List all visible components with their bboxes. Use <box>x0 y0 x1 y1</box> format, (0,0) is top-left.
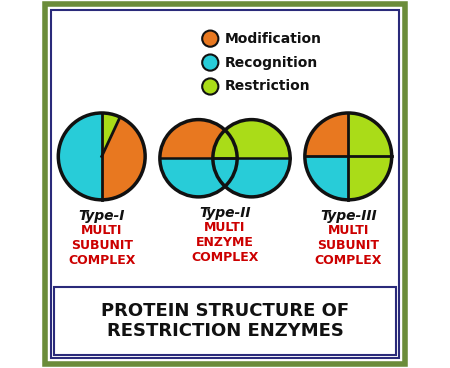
Wedge shape <box>305 156 348 200</box>
Text: Recognition: Recognition <box>225 56 318 70</box>
Text: Type-III: Type-III <box>320 209 377 223</box>
Text: Restriction: Restriction <box>225 79 310 93</box>
Bar <box>54 287 396 355</box>
Circle shape <box>202 78 218 95</box>
Wedge shape <box>213 120 290 158</box>
Text: Type-I: Type-I <box>79 209 125 223</box>
Wedge shape <box>102 117 145 200</box>
Circle shape <box>202 54 218 71</box>
Circle shape <box>202 31 218 47</box>
Text: PROTEIN STRUCTURE OF
RESTRICTION ENZYMES: PROTEIN STRUCTURE OF RESTRICTION ENZYMES <box>101 302 349 340</box>
Text: MULTI
ENZYME
COMPLEX: MULTI ENZYME COMPLEX <box>191 221 259 264</box>
Wedge shape <box>213 158 290 197</box>
Wedge shape <box>348 156 392 200</box>
Text: Modification: Modification <box>225 32 322 46</box>
Text: Type-II: Type-II <box>199 206 251 220</box>
Wedge shape <box>58 113 102 200</box>
Wedge shape <box>160 158 237 197</box>
Wedge shape <box>160 120 237 158</box>
Wedge shape <box>348 113 392 156</box>
Wedge shape <box>305 113 348 156</box>
Text: MULTI
SUBUNIT
COMPLEX: MULTI SUBUNIT COMPLEX <box>68 224 135 267</box>
Circle shape <box>58 113 145 200</box>
Text: MULTI
SUBUNIT
COMPLEX: MULTI SUBUNIT COMPLEX <box>315 224 382 267</box>
Wedge shape <box>102 113 120 156</box>
